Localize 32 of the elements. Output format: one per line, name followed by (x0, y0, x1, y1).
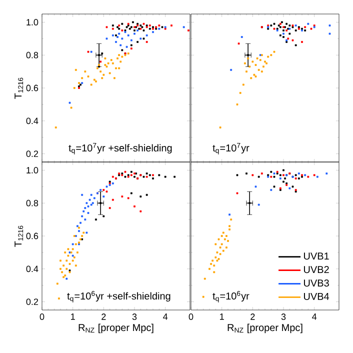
x-tick-label: 2 (250, 314, 255, 320)
x-tick-label: 3 (132, 314, 137, 320)
legend-label: UVB3 (304, 280, 329, 287)
legend-label: UVB4 (304, 292, 330, 300)
annotation: t$_{q}$=10$^{7}$yr (212, 142, 250, 154)
x-axis-title: R$_{NZ}$ [proper Mpc] (78, 324, 154, 334)
legend-label: UVB2 (304, 266, 329, 274)
annotation: t$_{q}$=10$^{6}$yr +self-shielding (67, 290, 170, 302)
y-tick-label: 0.8 (26, 52, 38, 58)
y-tick-label: 0.2 (26, 150, 38, 157)
x-tick-label: 2 (102, 314, 106, 320)
y-tick-label: 1.0 (26, 167, 38, 174)
x-axis-title: R$_{NZ}$ [proper Mpc] (228, 324, 302, 334)
annotation: t$_{q}$=10$^{7}$yr +self-shielding (68, 142, 172, 154)
legend-label: UVB1 (304, 252, 329, 260)
y-tick-label: 0.6 (26, 232, 38, 240)
x-tick-label: 0 (40, 314, 44, 320)
x-tick-label: 1 (71, 314, 75, 320)
y-tick-label: 1.0 (26, 19, 38, 26)
y-axis-title: T$_{1216}$ (14, 226, 24, 247)
x-tick-label: 4 (312, 314, 317, 320)
y-axis-title: T$_{1216}$ (14, 78, 24, 99)
x-tick-label: 1 (220, 314, 224, 320)
y-tick-label: 0.4 (26, 266, 38, 272)
y-tick-label: 0.4 (26, 118, 38, 124)
annotation: t$_{q}$=10$^{6}$yr (212, 290, 250, 302)
y-tick-label: 0.2 (26, 298, 38, 305)
y-tick-label: 0.8 (26, 200, 38, 206)
x-tick-label: 0 (188, 314, 194, 320)
y-tick-label: 0.6 (26, 84, 38, 92)
x-tick-label: 3 (281, 314, 286, 320)
x-tick-label: 4 (163, 314, 168, 320)
